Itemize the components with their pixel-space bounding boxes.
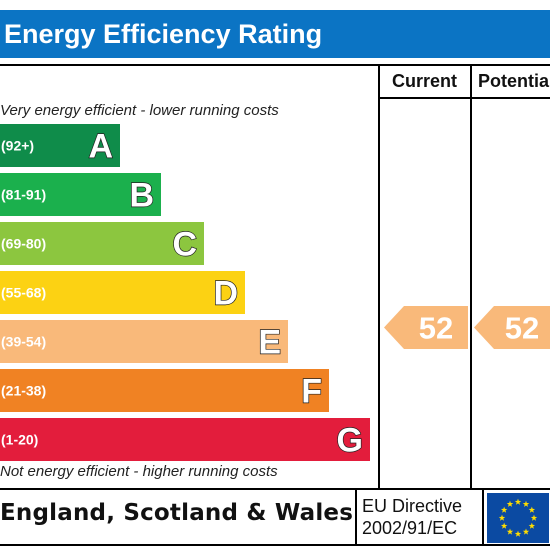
rating-letter-d: D (213, 275, 238, 313)
rating-letter-g: G (337, 422, 363, 460)
rating-bar-b (0, 173, 161, 216)
rating-range-a: (92+) (1, 138, 34, 154)
rating-range-b: (81-91) (1, 187, 46, 203)
footer-bottom-border (0, 544, 550, 546)
rating-bar-g (0, 418, 370, 461)
flag-star (500, 522, 508, 529)
flag-star (522, 528, 530, 535)
current-rating-value: 52 (419, 311, 453, 346)
eu-directive-line1: EU Directive (362, 496, 463, 516)
rating-range-e: (39-54) (1, 334, 46, 350)
potential-rating-arrow (474, 306, 550, 349)
rating-letter-c: C (172, 226, 197, 264)
rating-bar-e (0, 320, 288, 363)
flag-star (528, 522, 536, 529)
flag-star (506, 528, 514, 535)
rating-letter-b: B (129, 177, 154, 215)
flag-star (530, 514, 538, 521)
potential-column-divider (470, 64, 472, 490)
eu-directive-line2: 2002/91/EC (362, 518, 458, 538)
flag-star (498, 514, 506, 521)
region-label: England, Scotland & Wales (0, 500, 354, 526)
potential-column-header: Potential (478, 71, 550, 91)
rating-range-f: (21-38) (1, 383, 46, 399)
flag-star (506, 500, 514, 507)
rating-bar-c (0, 222, 204, 265)
efficient-caption: Very energy efficient - lower running co… (0, 102, 279, 119)
current-column-divider (378, 64, 380, 490)
flag-star (528, 506, 536, 513)
rating-bar-a (0, 124, 120, 167)
footer-divider (355, 490, 357, 544)
rating-range-d: (55-68) (1, 285, 46, 301)
page-title: Energy Efficiency Rating (0, 10, 550, 58)
flag-star (514, 530, 522, 537)
rating-range-g: (1-20) (1, 432, 38, 448)
current-column-header: Current (392, 71, 458, 91)
rating-bar-f (0, 369, 329, 412)
flag-divider (482, 490, 484, 544)
potential-rating-value: 52 (505, 311, 539, 346)
flag-star (500, 506, 508, 513)
inefficient-caption: Not energy efficient - higher running co… (0, 463, 278, 480)
rating-letter-e: E (258, 324, 281, 362)
frame-bottom-border (0, 488, 550, 490)
flag-star (514, 498, 522, 505)
eu-directive-label: EU Directive 2002/91/EC (362, 495, 462, 539)
flag-star (522, 500, 530, 507)
eu-flag-icon (487, 493, 549, 543)
rating-range-c: (69-80) (1, 236, 46, 252)
frame-top-border (0, 64, 550, 66)
rating-letter-f: F (301, 373, 322, 411)
rating-bar-d (0, 271, 245, 314)
column-header-rule (378, 97, 550, 99)
rating-letter-a: A (88, 128, 113, 166)
current-rating-arrow (384, 306, 468, 349)
